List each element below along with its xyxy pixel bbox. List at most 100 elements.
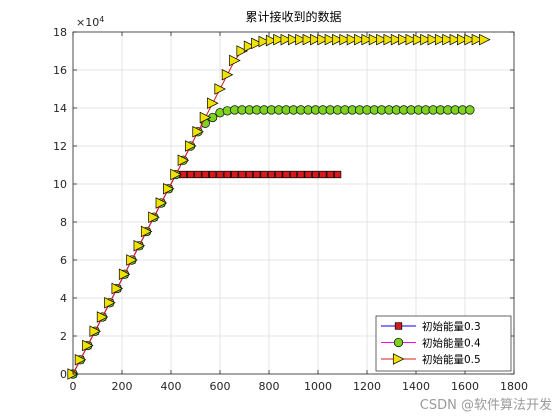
x-tick-label: 600	[210, 380, 231, 393]
data-point	[464, 33, 476, 46]
data-point	[273, 33, 285, 46]
legend-label: 初始能量0.4	[422, 337, 481, 350]
data-point	[297, 170, 305, 179]
legend-item-2: 初始能量0.4	[381, 337, 481, 350]
y-tick-label: 6	[60, 254, 67, 267]
x-tick-label: 1800	[500, 380, 528, 393]
data-point	[155, 197, 168, 209]
data-point	[405, 33, 418, 46]
data-point	[126, 254, 138, 266]
data-point	[223, 170, 232, 179]
y-axis-multiplier: ×104	[76, 15, 104, 30]
data-point	[207, 97, 219, 110]
data-point	[479, 33, 491, 46]
data-point	[74, 353, 87, 366]
x-tick-label: 0	[70, 380, 77, 393]
data-point	[253, 170, 261, 179]
data-point	[280, 33, 293, 46]
y-axis-multiplier-base: ×10	[76, 16, 99, 29]
data-point	[282, 170, 290, 179]
data-point	[238, 170, 246, 179]
x-tick-label: 1000	[304, 380, 332, 393]
legend: 初始能量0.3 初始能量0.4 初始能量0.5	[375, 315, 512, 372]
data-point	[326, 170, 334, 179]
legend-label: 初始能量0.5	[422, 353, 481, 366]
y-axis-multiplier-exponent: 4	[99, 15, 104, 24]
data-point	[457, 33, 469, 46]
data-point	[111, 282, 124, 295]
data-point	[133, 239, 146, 252]
series-3	[67, 33, 491, 380]
data-point	[420, 33, 432, 46]
data-point	[265, 34, 278, 47]
data-point	[333, 170, 342, 179]
data-point	[465, 105, 475, 115]
data-point	[310, 33, 322, 46]
y-tick-label: 14	[53, 102, 67, 115]
legend-item-3: 初始能量0.5	[381, 353, 481, 366]
data-point	[289, 170, 298, 179]
data-point	[434, 33, 447, 46]
x-tick-label: 400	[161, 380, 182, 393]
data-point	[177, 154, 190, 167]
data-point	[251, 37, 263, 50]
plot-frame	[72, 31, 515, 375]
data-point	[201, 170, 209, 179]
x-tick-label: 1200	[353, 380, 381, 393]
watermark-text: CSDN @软件算法开发	[420, 397, 552, 413]
data-point	[104, 296, 116, 309]
data-point	[236, 45, 249, 57]
y-tick-label: 16	[53, 64, 67, 77]
data-point	[287, 33, 300, 46]
data-point	[275, 170, 283, 179]
axes: 0 200 400 600 800 1000 1200 1400 1600 1800 0 2 4 6 8 10…	[53, 26, 528, 393]
data-point	[304, 170, 312, 179]
data-point	[209, 170, 217, 179]
data-point	[216, 170, 224, 179]
legend-item-1: 初始能量0.3	[381, 320, 481, 333]
data-point	[390, 33, 403, 46]
data-point	[192, 125, 204, 138]
legend-marker	[394, 322, 403, 330]
data-point	[354, 33, 366, 46]
data-point	[332, 33, 344, 46]
x-tick-label: 1600	[451, 380, 479, 393]
data-point	[295, 33, 307, 46]
data-point	[324, 33, 337, 46]
data-point	[376, 33, 388, 46]
data-point	[412, 33, 425, 46]
data-point	[317, 33, 329, 46]
data-point	[96, 311, 109, 323]
data-point	[311, 170, 320, 179]
data-point	[148, 211, 160, 224]
data-point	[258, 35, 271, 48]
data-point	[214, 83, 226, 95]
data-point	[245, 170, 254, 179]
data-point	[221, 68, 234, 81]
data-point	[186, 170, 195, 179]
data-point	[471, 33, 484, 46]
y-tick-label: 12	[53, 140, 67, 153]
data-point	[361, 33, 373, 46]
data-point	[267, 170, 276, 179]
data-point	[185, 140, 197, 152]
y-tick-label: 18	[53, 26, 67, 39]
data-point	[260, 170, 268, 179]
y-tick-label: 8	[60, 216, 67, 229]
data-point	[346, 33, 359, 46]
legend-marker	[392, 353, 405, 365]
x-tick-label: 200	[112, 380, 133, 393]
x-tick-label: 1400	[402, 380, 430, 393]
data-point	[383, 33, 396, 46]
x-tick-label: 800	[259, 380, 280, 393]
data-point	[231, 170, 239, 179]
data-point	[163, 182, 175, 195]
data-point	[427, 33, 440, 46]
data-point	[89, 325, 102, 338]
y-tick-label: 2	[60, 330, 67, 343]
data-point	[140, 225, 153, 238]
data-point	[170, 168, 182, 181]
data-point	[449, 33, 462, 46]
data-point	[302, 33, 315, 46]
